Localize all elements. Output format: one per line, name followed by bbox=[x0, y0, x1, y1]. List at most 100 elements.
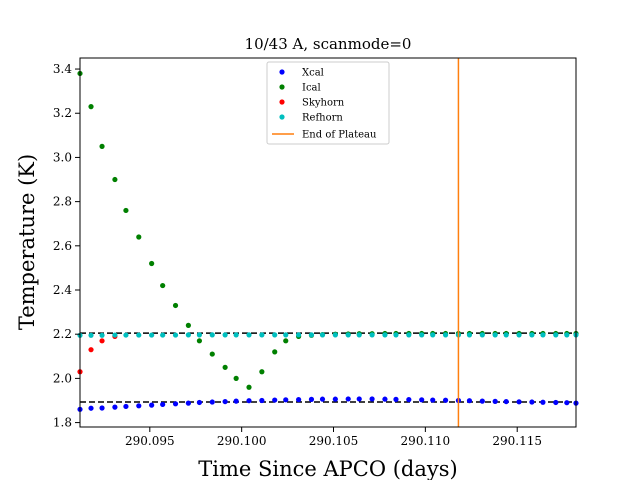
point-skyhorn-2 bbox=[99, 338, 105, 344]
point-refhorn-24 bbox=[369, 332, 375, 338]
point-refhorn-4 bbox=[123, 332, 129, 338]
y-axis-label: Temperature (K) bbox=[15, 154, 39, 330]
point-ical-7 bbox=[160, 282, 166, 289]
point-xcal-11 bbox=[209, 399, 215, 405]
point-refhorn-33 bbox=[479, 332, 485, 338]
point-xcal-1 bbox=[88, 405, 94, 411]
point-refhorn-21 bbox=[332, 332, 338, 338]
point-xcal-26 bbox=[393, 396, 399, 402]
legend-label-ical: Ical bbox=[302, 83, 321, 94]
point-xcal-36 bbox=[516, 399, 522, 405]
point-refhorn-32 bbox=[466, 332, 473, 338]
y-tick-label-3: 2.4 bbox=[53, 283, 72, 297]
point-refhorn-38 bbox=[540, 332, 546, 338]
point-refhorn-20 bbox=[319, 332, 326, 338]
point-ical-13 bbox=[233, 375, 239, 381]
point-ical-1 bbox=[88, 104, 94, 110]
legend-label-xcal: Xcal bbox=[302, 68, 324, 79]
point-ical-9 bbox=[185, 322, 191, 328]
point-ical-6 bbox=[149, 260, 155, 267]
point-refhorn-15 bbox=[259, 332, 265, 338]
point-refhorn-11 bbox=[209, 332, 215, 338]
point-refhorn-19 bbox=[308, 332, 315, 338]
point-xcal-16 bbox=[272, 397, 278, 403]
point-ical-17 bbox=[283, 338, 289, 344]
legend-box bbox=[266, 61, 390, 145]
point-refhorn-37 bbox=[529, 332, 535, 338]
point-xcal-27 bbox=[406, 397, 412, 403]
point-refhorn-28 bbox=[419, 332, 425, 338]
point-ical-2 bbox=[99, 143, 105, 149]
y-tick-label-5: 2.8 bbox=[53, 195, 72, 209]
point-xcal-17 bbox=[283, 397, 289, 403]
y-tick-label-2: 2.2 bbox=[53, 327, 72, 341]
point-refhorn-36 bbox=[516, 332, 522, 338]
point-ical-5 bbox=[136, 234, 142, 240]
point-refhorn-35 bbox=[503, 332, 509, 338]
legend-label-refhorn: Refhorn bbox=[302, 113, 343, 124]
point-refhorn-40 bbox=[564, 332, 570, 338]
point-refhorn-39 bbox=[553, 332, 559, 338]
point-xcal-25 bbox=[382, 396, 388, 402]
point-xcal-29 bbox=[430, 397, 436, 403]
point-xcal-30 bbox=[442, 397, 449, 403]
point-xcal-12 bbox=[222, 398, 228, 405]
point-refhorn-22 bbox=[345, 332, 351, 338]
legend-label-end-of-plateau: End of Plateau bbox=[302, 130, 377, 141]
point-refhorn-23 bbox=[356, 332, 362, 338]
point-refhorn-9 bbox=[185, 332, 191, 338]
point-refhorn-25 bbox=[382, 332, 388, 338]
y-tick-label-4: 2.6 bbox=[53, 239, 72, 253]
point-xcal-28 bbox=[419, 397, 425, 403]
legend-marker-ical bbox=[279, 84, 285, 90]
x-tick-label-3: 290.110 bbox=[401, 434, 451, 448]
x-tick-label-0: 290.095 bbox=[125, 434, 175, 448]
point-xcal-14 bbox=[246, 398, 252, 404]
x-tick-label-4: 290.115 bbox=[492, 434, 542, 448]
x-tick-label-2: 290.105 bbox=[309, 434, 359, 448]
point-xcal-38 bbox=[540, 399, 546, 405]
point-xcal-23 bbox=[356, 396, 362, 402]
point-refhorn-34 bbox=[492, 332, 498, 338]
point-xcal-24 bbox=[369, 396, 375, 402]
point-xcal-37 bbox=[529, 399, 535, 405]
point-refhorn-2 bbox=[99, 332, 105, 338]
x-axis: 290.095 290.100 290.105 290.110 290.115 bbox=[125, 427, 542, 448]
y-tick-label-6: 3.0 bbox=[53, 150, 72, 164]
point-xcal-18 bbox=[296, 397, 302, 403]
point-xcal-4 bbox=[123, 403, 129, 410]
point-refhorn-6 bbox=[149, 332, 155, 338]
point-ical-3 bbox=[112, 176, 118, 183]
legend: Xcal Ical Skyhorn Refhorn End of Plateau bbox=[266, 61, 390, 145]
point-refhorn-27 bbox=[406, 332, 412, 338]
legend-marker-xcal bbox=[279, 69, 285, 75]
point-xcal-39 bbox=[553, 399, 559, 406]
point-refhorn-3 bbox=[112, 332, 118, 338]
point-refhorn-17 bbox=[283, 332, 289, 338]
point-xcal-9 bbox=[185, 400, 191, 406]
legend-marker-refhorn bbox=[279, 114, 285, 120]
point-xcal-32 bbox=[466, 398, 473, 404]
point-xcal-8 bbox=[172, 401, 179, 407]
axes-frame bbox=[79, 57, 577, 428]
legend-label-skyhorn: Skyhorn bbox=[302, 98, 345, 109]
point-xcal-6 bbox=[149, 402, 155, 408]
point-refhorn-7 bbox=[160, 332, 166, 338]
y-tick-label-7: 3.2 bbox=[53, 106, 72, 120]
point-refhorn-5 bbox=[136, 332, 142, 338]
y-axis: 1.8 2.0 2.2 2.4 2.6 2.8 3.0 3.2 3.4 bbox=[53, 62, 80, 430]
point-xcal-33 bbox=[479, 398, 485, 404]
point-xcal-20 bbox=[319, 396, 326, 402]
point-ical-15 bbox=[259, 369, 265, 375]
point-xcal-7 bbox=[160, 401, 166, 408]
point-xcal-35 bbox=[503, 398, 509, 405]
point-xcal-13 bbox=[233, 398, 239, 404]
point-refhorn-8 bbox=[172, 332, 179, 338]
point-xcal-22 bbox=[345, 396, 351, 402]
point-xcal-40 bbox=[564, 400, 570, 406]
point-refhorn-14 bbox=[246, 332, 252, 338]
x-tick-label-1: 290.100 bbox=[217, 434, 267, 448]
legend-marker-skyhorn bbox=[279, 99, 285, 105]
x-axis-label: Time Since APCO (days) bbox=[198, 457, 457, 480]
